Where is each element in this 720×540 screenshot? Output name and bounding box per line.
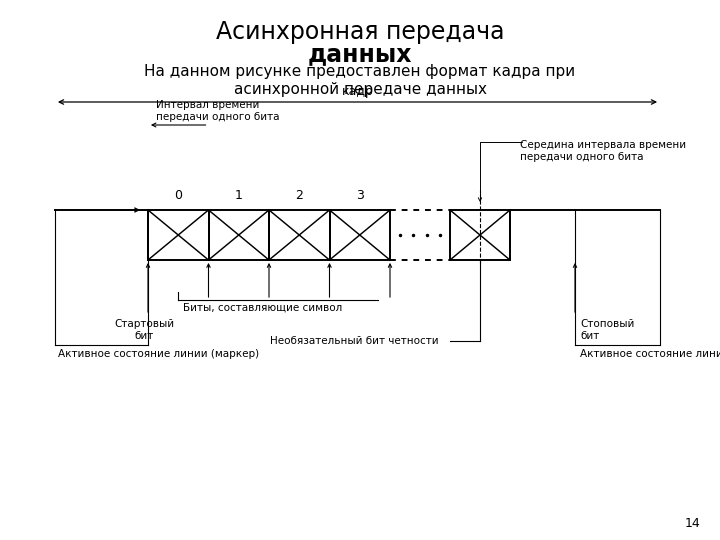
Text: асинхронной передаче данных: асинхронной передаче данных — [233, 82, 487, 97]
Text: Интервал времени
передачи одного бита: Интервал времени передачи одного бита — [156, 100, 279, 122]
Text: данных: данных — [307, 42, 413, 66]
Text: 3: 3 — [356, 189, 364, 202]
Text: Стартовый
бит: Стартовый бит — [114, 319, 174, 341]
Text: Стоповый
бит: Стоповый бит — [580, 319, 634, 341]
Text: кадр: кадр — [341, 85, 374, 98]
Text: Активное состояние линии (маркер): Активное состояние линии (маркер) — [58, 349, 259, 359]
Text: Асинхронная передача: Асинхронная передача — [216, 20, 504, 44]
Text: 14: 14 — [684, 517, 700, 530]
Text: 1: 1 — [235, 189, 243, 202]
Text: 0: 0 — [174, 189, 182, 202]
Text: Необязательный бит четности: Необязательный бит четности — [270, 336, 438, 346]
Text: На данном рисунке предоставлен формат кадра при: На данном рисунке предоставлен формат ка… — [145, 64, 575, 79]
Text: Активное состояние линии: Активное состояние линии — [580, 349, 720, 359]
Text: Середина интервала времени
передачи одного бита: Середина интервала времени передачи одно… — [520, 140, 686, 161]
Text: Биты, составляющие символ: Биты, составляющие символ — [184, 303, 343, 313]
Text: 2: 2 — [295, 189, 303, 202]
